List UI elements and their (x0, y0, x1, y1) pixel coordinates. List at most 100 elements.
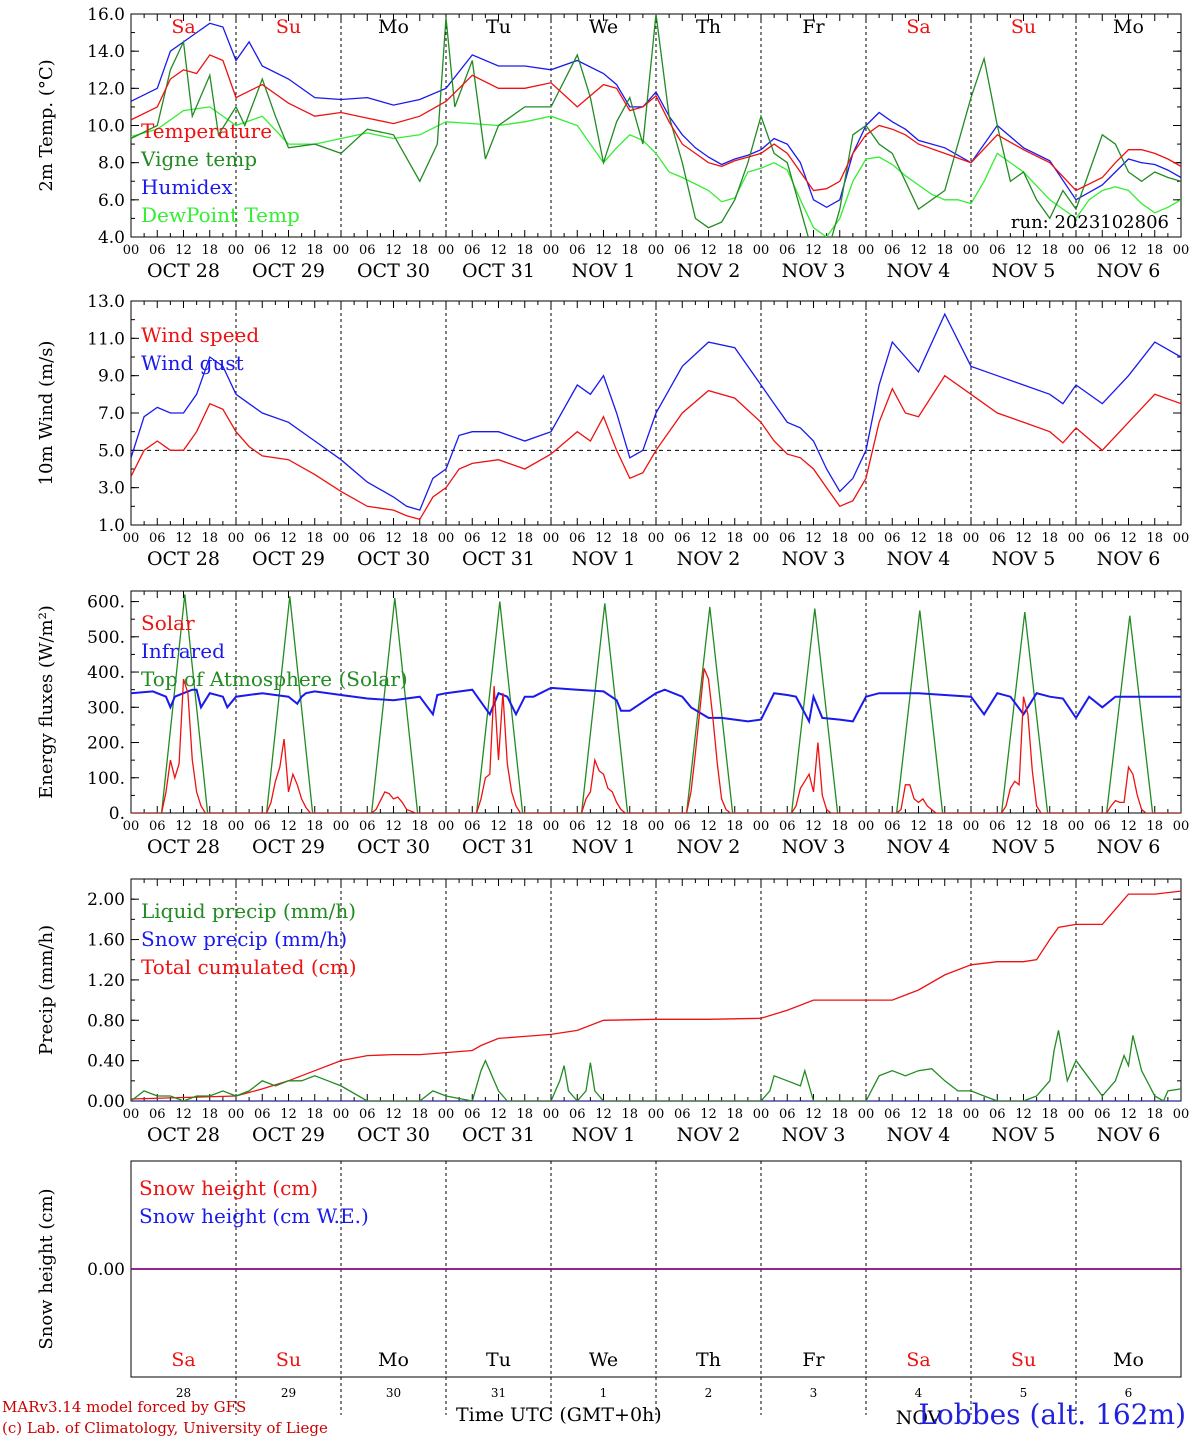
y-tick-label: 600. (87, 593, 125, 613)
legend-entry: Solar (141, 611, 195, 635)
day-label: NOV 4 (887, 548, 951, 570)
hour-tick-label: 00 (543, 531, 560, 546)
legend-entry: DewPoint Temp (141, 203, 300, 227)
day-number-label: 4 (915, 1386, 923, 1400)
hour-tick-label: 12 (385, 819, 402, 834)
hour-tick-label: 06 (464, 1107, 481, 1122)
day-label: NOV 1 (572, 1124, 636, 1146)
day-label: OCT 31 (462, 836, 535, 858)
hour-tick-label: 06 (149, 1107, 166, 1122)
hour-tick-label: 12 (175, 531, 192, 546)
legend-entry: Wind speed (141, 323, 259, 347)
day-label: NOV 2 (677, 548, 741, 570)
hour-tick-label: 18 (831, 243, 848, 258)
day-label: NOV 1 (572, 548, 636, 570)
hour-tick-label: 00 (1068, 1107, 1085, 1122)
day-label: OCT 30 (357, 260, 430, 282)
day-label: OCT 30 (357, 1124, 430, 1146)
y-tick-label: 1.0 (98, 516, 125, 536)
hour-tick-label: 06 (884, 243, 901, 258)
day-label: OCT 29 (252, 836, 325, 858)
legend-entry: Temperature (141, 119, 272, 143)
y-axis-label: 2m Temp. (°C) (36, 59, 57, 191)
hour-tick-label: 18 (726, 1107, 743, 1122)
hour-tick-label: 18 (726, 819, 743, 834)
y-tick-label: 0.00 (87, 1260, 125, 1280)
hour-tick-label: 18 (201, 819, 218, 834)
hour-tick-label: 00 (858, 819, 875, 834)
day-number-label: 2 (705, 1386, 713, 1400)
day-label: NOV 6 (1097, 836, 1161, 858)
day-label: NOV 5 (992, 548, 1056, 570)
hour-tick-label: 18 (516, 531, 533, 546)
day-number-label: 1 (600, 1386, 608, 1400)
weekday-label: Su (276, 1349, 301, 1371)
hour-tick-label: 00 (963, 819, 980, 834)
hour-tick-label: 18 (621, 531, 638, 546)
hour-tick-label: 12 (910, 531, 927, 546)
hour-tick-label: 00 (543, 243, 560, 258)
hour-tick-label: 06 (674, 243, 691, 258)
y-tick-label: 7.0 (98, 404, 125, 424)
hour-tick-label: 12 (385, 531, 402, 546)
hour-tick-label: 18 (831, 531, 848, 546)
day-label: NOV 3 (782, 836, 846, 858)
hour-tick-label: 12 (1120, 531, 1137, 546)
hour-tick-label: 06 (254, 819, 271, 834)
hour-tick-label: 12 (385, 243, 402, 258)
hour-tick-label: 06 (779, 243, 796, 258)
day-label: NOV 4 (887, 1124, 951, 1146)
weekday-label: Sa (906, 1349, 930, 1371)
y-tick-label: 0. (109, 804, 125, 824)
y-tick-label: 10.0 (87, 117, 125, 137)
hour-tick-label: 06 (359, 1107, 376, 1122)
hour-tick-label: 00 (543, 1107, 560, 1122)
hour-tick-label: 12 (385, 1107, 402, 1122)
legend-entry: Vigne temp (140, 147, 257, 171)
legend-entry: Snow height (cm W.E.) (139, 1204, 369, 1228)
day-label: OCT 31 (462, 548, 535, 570)
y-tick-label: 1.60 (87, 931, 125, 951)
hour-tick-label: 18 (516, 819, 533, 834)
series-line (131, 54, 1181, 192)
hour-tick-label: 00 (543, 819, 560, 834)
day-label: NOV 6 (1097, 548, 1161, 570)
y-tick-label: 16.0 (87, 5, 125, 25)
hour-tick-label: 12 (280, 531, 297, 546)
day-label: OCT 28 (147, 836, 220, 858)
weekday-label: Su (1011, 1349, 1036, 1371)
weekday-label: Mo (378, 16, 409, 38)
hour-tick-label: 12 (595, 1107, 612, 1122)
legend-entry: Snow precip (mm/h) (141, 927, 347, 951)
weekday-label: Tu (486, 1349, 511, 1371)
hour-tick-label: 18 (516, 243, 533, 258)
y-tick-label: 0.40 (87, 1052, 125, 1072)
hour-tick-label: 18 (831, 1107, 848, 1122)
series-line (131, 14, 1181, 237)
day-label: NOV 1 (572, 260, 636, 282)
hour-tick-label: 00 (228, 1107, 245, 1122)
series-line (131, 106, 1181, 237)
y-tick-label: 100. (87, 769, 125, 789)
day-number-label: 5 (1020, 1386, 1028, 1400)
hour-tick-label: 12 (490, 1107, 507, 1122)
hour-tick-label: 18 (936, 243, 953, 258)
day-label: NOV 4 (887, 260, 951, 282)
hour-tick-label: 18 (1146, 1107, 1163, 1122)
hour-tick-label: 12 (490, 243, 507, 258)
hour-tick-label: 06 (674, 1107, 691, 1122)
hour-tick-label: 18 (1146, 819, 1163, 834)
hour-tick-label: 00 (753, 819, 770, 834)
hour-tick-label: 00 (333, 243, 350, 258)
hour-tick-label: 12 (1015, 531, 1032, 546)
hour-tick-label: 18 (936, 819, 953, 834)
hour-tick-label: 18 (1041, 243, 1058, 258)
weekday-label: Sa (171, 1349, 195, 1371)
weekday-label: Sa (906, 16, 930, 38)
hour-tick-label: 18 (411, 819, 428, 834)
hour-tick-label: 06 (569, 1107, 586, 1122)
hour-tick-label: 00 (1068, 243, 1085, 258)
hour-tick-label: 18 (201, 243, 218, 258)
weekday-label: Su (1011, 16, 1036, 38)
hour-tick-label: 00 (123, 819, 140, 834)
